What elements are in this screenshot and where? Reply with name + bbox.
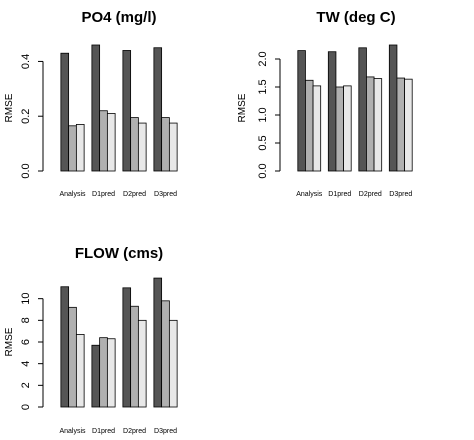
bar (68, 125, 77, 172)
bar (161, 117, 170, 172)
bar (99, 110, 108, 172)
chart-title: FLOW (cms) (75, 245, 163, 262)
chart-panel-flow: FLOW (cms) RMSE 0 2 4 6 8 10 Analysis D1pred D2p… (4, 245, 178, 435)
x-tick-label: D3pred (154, 191, 177, 198)
bar (60, 286, 70, 408)
bar (297, 50, 306, 172)
y-tick-label: 4 (20, 361, 32, 367)
bar (366, 76, 375, 172)
bar (312, 85, 322, 172)
bar (161, 300, 170, 408)
y-tick-label: 1.5 (257, 79, 269, 94)
x-tick-label: Analysis (59, 191, 86, 198)
bar (343, 85, 352, 172)
bar (168, 122, 178, 172)
y-axis-label: RMSE (237, 93, 248, 122)
bar (327, 51, 337, 172)
x-tick-label: D1pred (92, 191, 115, 198)
y-tick-label: 0.5 (257, 135, 269, 150)
x-tick-label: D2pred (359, 191, 382, 198)
y-tick-label: 0 (20, 404, 32, 410)
bar (60, 52, 70, 172)
chart-title: PO4 (mg/l) (81, 9, 156, 26)
x-tick-label: Analysis (59, 428, 86, 435)
y-tick-label: 0.0 (20, 163, 32, 178)
x-tick-label: D1pred (92, 428, 115, 435)
bar (68, 306, 77, 408)
bar (153, 47, 163, 172)
x-tick-label: D1pred (328, 191, 351, 198)
y-tick-label: 6 (20, 339, 32, 345)
y-axis-label: RMSE (4, 327, 15, 356)
y-tick-label: 0.4 (20, 54, 32, 69)
bar (91, 44, 101, 172)
bar (388, 44, 398, 172)
bar (130, 117, 139, 172)
bar (153, 277, 163, 408)
x-tick-label: D2pred (123, 428, 146, 435)
bar (358, 47, 367, 172)
y-tick-label: 8 (20, 317, 32, 323)
bar (305, 79, 314, 172)
bar (137, 319, 147, 408)
bar (99, 337, 108, 408)
bar (91, 344, 101, 408)
y-tick-label: 2.0 (257, 51, 269, 66)
x-tick-label: D3pred (154, 428, 177, 435)
bar (335, 86, 344, 172)
chart-panel-po4: PO4 (mg/l) RMSE 0.0 0.2 0.4 Analysis D1pred D… (4, 9, 178, 198)
y-axis-label: RMSE (4, 93, 15, 122)
x-tick-label: D3pred (389, 191, 412, 198)
y-tick-label: 1.0 (257, 107, 269, 122)
bar (168, 319, 178, 408)
chart-title: TW (deg C) (316, 9, 395, 26)
y-tick-label: 0.2 (20, 109, 32, 124)
chart-panel-tw: TW (deg C) RMSE 0.0 0.5 1.0 1.5 2.0 Analysis D… (237, 9, 413, 198)
bar (106, 338, 116, 408)
bar (75, 334, 85, 408)
bar (404, 78, 413, 172)
bar (106, 113, 116, 172)
bar (130, 305, 139, 408)
bar (75, 124, 85, 172)
bar (122, 50, 132, 172)
bar (122, 287, 132, 408)
bar (137, 122, 147, 172)
bar (373, 78, 383, 172)
y-tick-label: 0.0 (257, 163, 269, 178)
x-tick-label: D2pred (123, 191, 146, 198)
y-tick-label: 2 (20, 382, 32, 388)
x-tick-label: Analysis (296, 191, 323, 198)
bar (396, 77, 405, 172)
y-tick-label: 10 (20, 293, 32, 305)
